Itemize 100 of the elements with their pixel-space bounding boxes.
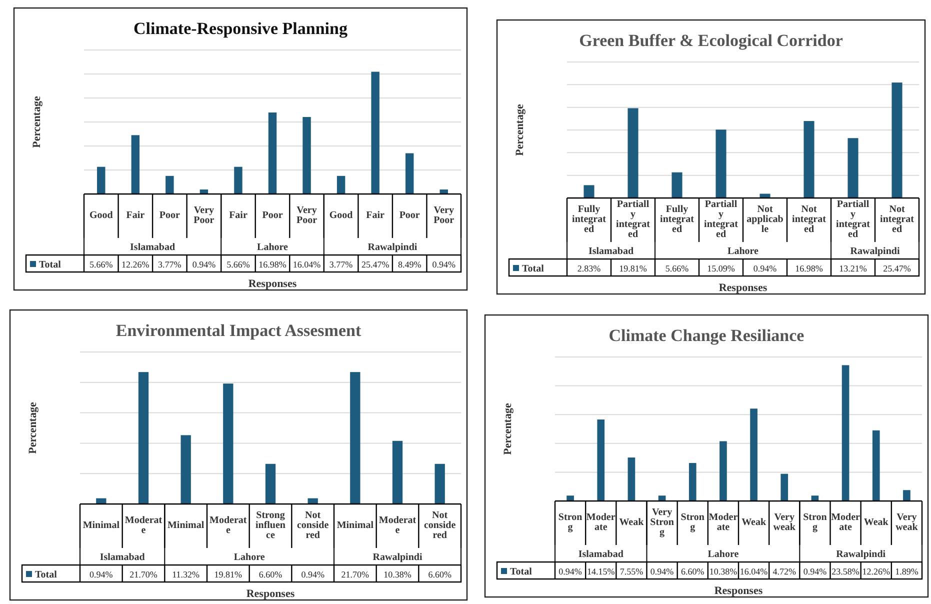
y-axis-title: Percentage (31, 96, 43, 148)
text: Rawalpindi (836, 549, 886, 560)
x-tick-label: Moderate (586, 512, 616, 534)
chart-title: Climate Change Resiliance (608, 326, 805, 345)
legend-label: Total (39, 260, 62, 270)
data-label: 4.72% (772, 566, 796, 576)
x-axis-title: Responses (714, 585, 764, 597)
bar (223, 384, 234, 504)
x-tick-label: Strong (558, 512, 583, 534)
legend-label: Total (522, 264, 544, 274)
text: Islamabad (130, 242, 176, 253)
data-label: 1.89% (895, 566, 919, 576)
bar (265, 464, 276, 504)
data-label: 12.26% (122, 260, 150, 270)
y-axis-title: Percentage (502, 403, 514, 455)
x-tick-label: Very weak (773, 512, 796, 534)
bar (350, 372, 360, 504)
bar (166, 176, 174, 194)
x-tick-label: Not considered (296, 510, 330, 542)
text: Rawalpindi (850, 246, 900, 257)
bar (672, 172, 682, 198)
text: Islamabad (100, 552, 146, 563)
bar (584, 185, 594, 198)
data-label: 0.94% (753, 264, 778, 274)
bar (780, 474, 788, 501)
bar (872, 430, 880, 501)
x-tick-label: Very Poor (194, 205, 215, 226)
bar (405, 153, 414, 194)
x-tick-label: Not integrated (792, 204, 827, 236)
bar (903, 490, 910, 501)
data-label: 16.98% (795, 264, 824, 274)
data-label: 25.47% (361, 260, 390, 270)
bar (131, 135, 140, 194)
data-label: 19.81% (619, 264, 648, 274)
chart-title: Green Buffer & Ecological Corridor (579, 31, 844, 50)
data-label: 16.04% (740, 566, 768, 576)
data-label: 14.15% (587, 566, 616, 576)
x-tick-label: Fair (126, 210, 146, 222)
x-tick-label: Very Poor (296, 205, 318, 226)
data-label: 15.09% (707, 264, 736, 274)
text: Lahore (728, 246, 760, 257)
bar (371, 72, 380, 194)
x-axis-title: Responses (246, 588, 296, 600)
bar (597, 419, 605, 501)
x-tick-label: Moderate (831, 512, 861, 534)
x-tick-label: Poor (262, 210, 284, 222)
data-label: 5.66% (90, 260, 114, 270)
bar (268, 112, 277, 194)
x-tick-label: Fully integrated (572, 204, 607, 236)
x-tick-label: Partially integrated (616, 199, 651, 240)
x-tick-label: Moderate (708, 512, 738, 534)
x-tick-label: Fair (229, 210, 248, 222)
chart-title: Environmental Impact Assesment (116, 321, 362, 340)
x-tick-label: Partially integrated (704, 199, 739, 240)
data-label: 0.94% (650, 566, 674, 576)
bar (892, 82, 902, 198)
data-label: 16.98% (258, 260, 287, 270)
x-tick-label: Weak (864, 517, 889, 528)
chart-title: Climate-Responsive Planning (134, 19, 348, 38)
x-tick-label: Very weak (896, 512, 918, 534)
data-label: 0.94% (432, 260, 456, 270)
bar (842, 365, 850, 501)
data-label: 0.94% (90, 570, 114, 580)
data-label: 0.94% (192, 260, 216, 270)
data-label: 3.77% (158, 260, 182, 270)
x-tick-label: Very Strong (650, 507, 674, 538)
x-axis-title: Responses (718, 282, 768, 294)
x-tick-label: Moderate (378, 515, 417, 536)
x-tick-label: Moderate (210, 515, 248, 536)
data-label: 10.38% (709, 566, 738, 576)
bar (848, 138, 858, 198)
bar (804, 121, 814, 198)
data-label: 6.60% (681, 566, 705, 576)
data-label: 21.70% (130, 570, 158, 580)
bar (720, 441, 727, 501)
x-tick-label: Moderate (124, 515, 163, 536)
x-tick-label: Partially integrated (836, 199, 871, 240)
data-label: 6.60% (258, 570, 283, 580)
x-axis-title: Responses (248, 278, 298, 290)
legend-label: Total (510, 566, 532, 578)
bar (716, 130, 726, 198)
x-tick-label: Good (329, 210, 354, 222)
data-label: 0.94% (301, 570, 325, 580)
text: Lahore (257, 242, 289, 253)
legend-label: Total (35, 570, 58, 580)
data-label: 3.77% (329, 260, 354, 270)
text: Islamabad (588, 246, 634, 257)
x-tick-label: Minimal (167, 520, 204, 532)
x-tick-label: Minimal (336, 520, 374, 532)
text: Lahore (234, 552, 266, 563)
bar (97, 166, 106, 194)
x-tick-label: Very Poor (434, 205, 455, 226)
x-tick-label: Minimal (82, 520, 120, 532)
x-tick-label: Weak (742, 517, 766, 528)
data-label: 21.70% (341, 570, 370, 580)
x-tick-label: Poor (399, 210, 420, 222)
x-tick-label: Good (89, 210, 114, 222)
text: Islamabad (578, 549, 624, 560)
x-tick-label: Poor (159, 210, 181, 222)
bar (750, 408, 758, 501)
